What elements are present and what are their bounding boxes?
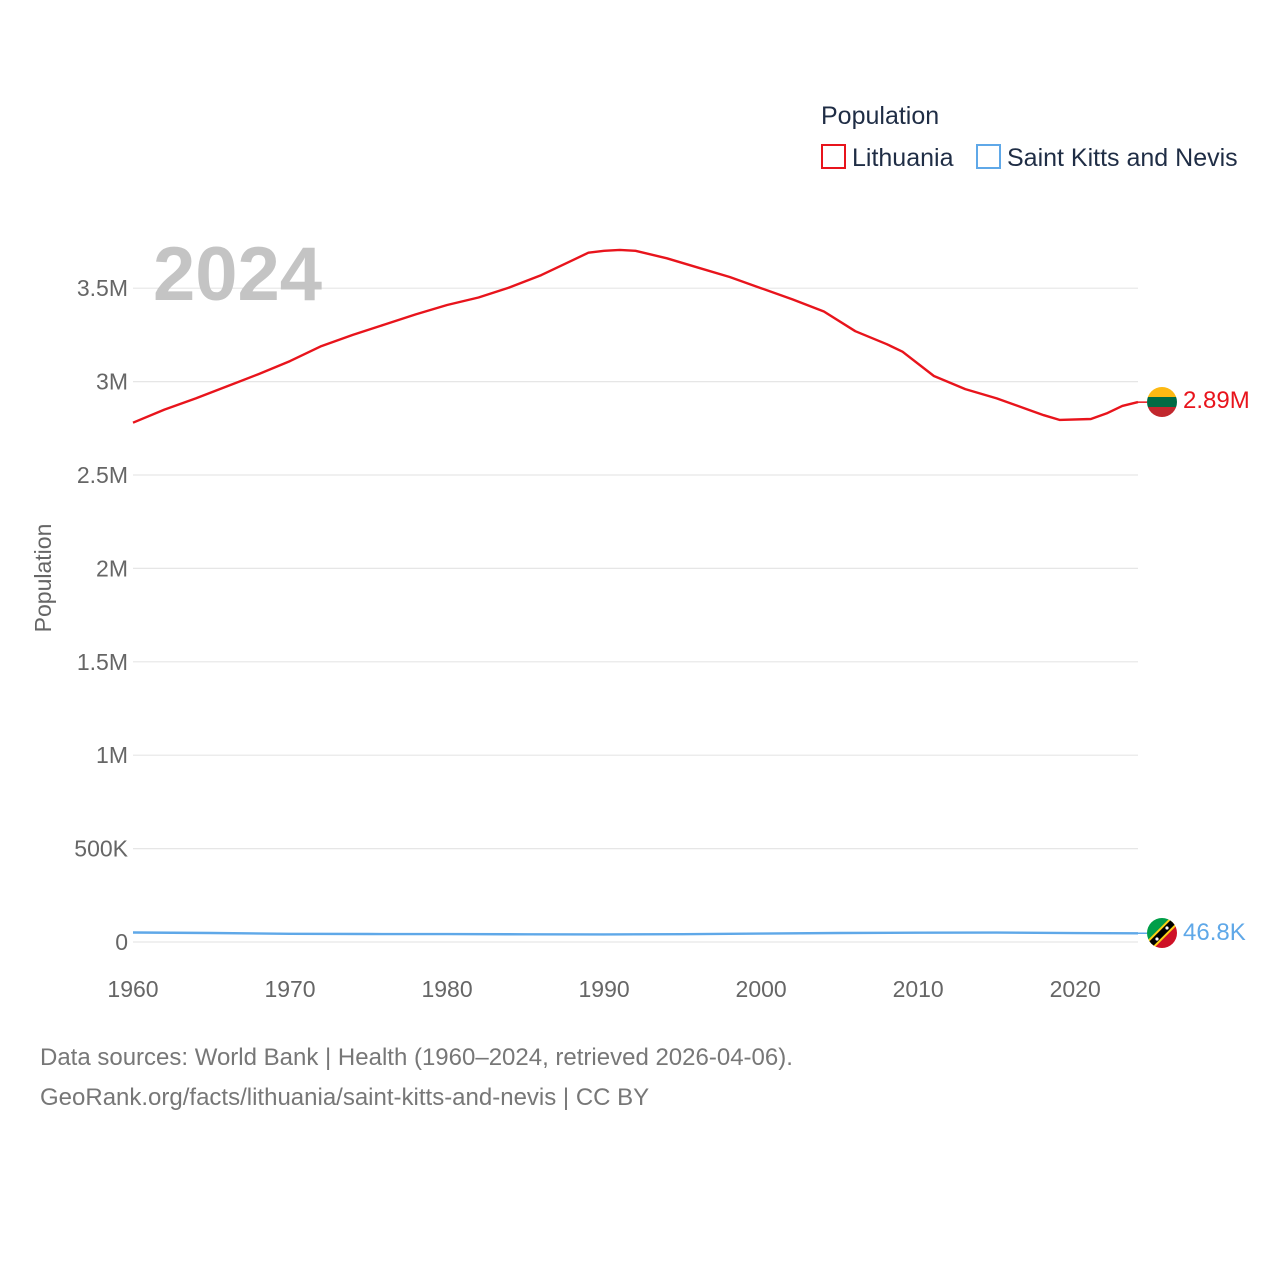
lithuania-end-value: 2.89M — [1183, 387, 1250, 414]
legend-swatch-saint-kitts-and-nevis — [976, 144, 1001, 169]
y-tick-label: 3.5M — [77, 275, 128, 301]
y-tick-label: 1.5M — [77, 649, 128, 675]
x-tick-label: 2000 — [736, 976, 787, 1002]
legend: Population Lithuania Saint Kitts and Nev… — [821, 102, 1238, 172]
grid-lines — [133, 287, 1138, 943]
series-line-saint-kitts-and-nevis[interactable] — [132, 931, 1139, 936]
lithuania-flag-icon — [1147, 387, 1177, 417]
legend-label-saint-kitts-and-nevis: Saint Kitts and Nevis — [1007, 144, 1238, 172]
y-axis-title: Population — [30, 524, 56, 633]
x-tick-label: 1960 — [107, 976, 158, 1002]
x-tick-label: 1990 — [579, 976, 630, 1002]
y-tick-label: 2M — [96, 555, 128, 581]
x-tick-label: 2020 — [1050, 976, 1101, 1002]
x-tick-label: 2010 — [893, 976, 944, 1002]
y-tick-label: 1M — [96, 742, 128, 768]
x-tick-label: 1970 — [264, 976, 315, 1002]
y-axis-ticks: 0 500K 1M 1.5M 2M 2.5M 3M 3.5M — [74, 275, 128, 955]
saint-kitts-and-nevis-end-value: 46.8K — [1183, 919, 1246, 946]
y-tick-label: 500K — [74, 836, 128, 862]
legend-swatch-lithuania — [821, 144, 846, 169]
attribution-link[interactable]: GeoRank.org/facts/lithuania/saint-kitts-… — [40, 1084, 650, 1111]
data-sources-note: Data sources: World Bank | Health (1960–… — [40, 1044, 793, 1071]
legend-label-lithuania: Lithuania — [852, 144, 954, 172]
saint-kitts-and-nevis-flag-icon — [1147, 918, 1177, 948]
legend-item-lithuania[interactable]: Lithuania — [821, 144, 954, 172]
year-label: 2024 — [153, 232, 322, 317]
legend-title: Population — [821, 102, 939, 130]
series-line-lithuania[interactable] — [132, 248, 1139, 424]
y-tick-label: 3M — [96, 369, 128, 395]
x-tick-label: 1980 — [421, 976, 472, 1002]
x-axis-ticks: 1960 1970 1980 1990 2000 2010 2020 — [107, 976, 1100, 1002]
y-tick-label: 0 — [115, 929, 128, 955]
legend-item-saint-kitts-and-nevis[interactable]: Saint Kitts and Nevis — [976, 144, 1238, 172]
series-lines — [132, 248, 1147, 936]
y-tick-label: 2.5M — [77, 462, 128, 488]
